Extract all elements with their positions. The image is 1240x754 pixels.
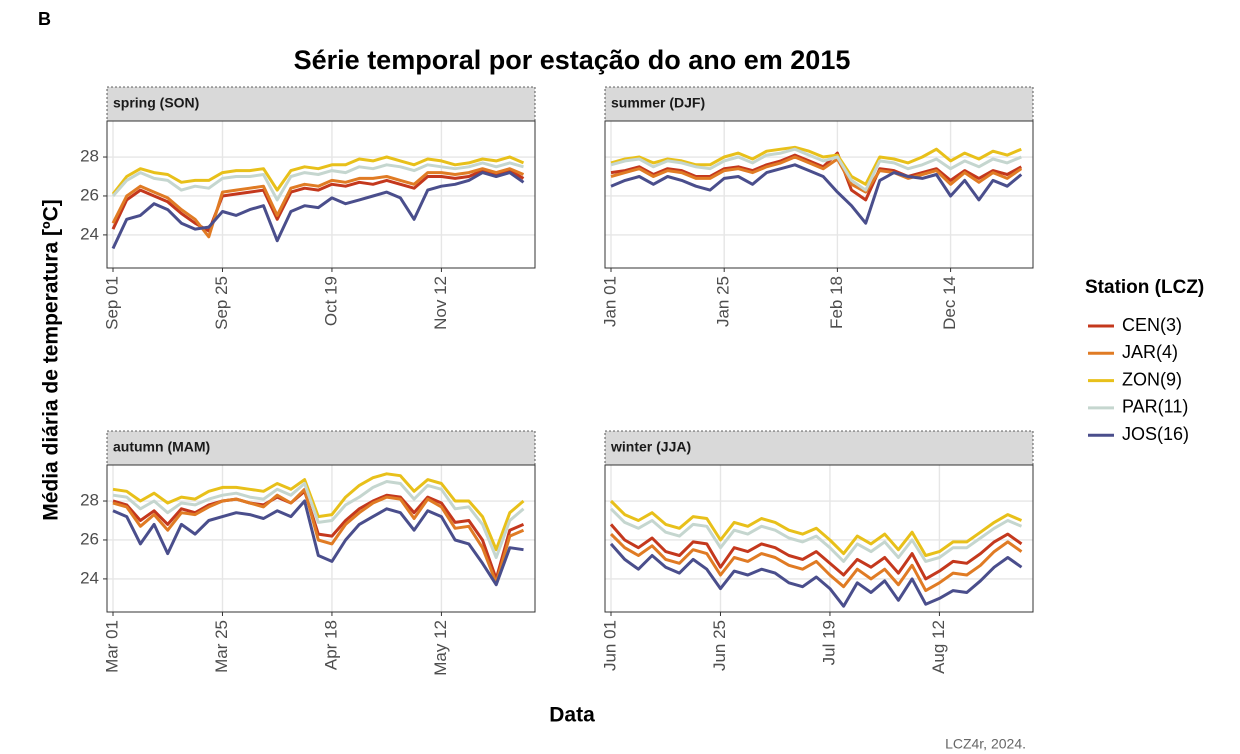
series-line <box>112 499 524 587</box>
x-tick-label: Aug 12 <box>929 620 948 674</box>
caption: LCZ4r, 2024. <box>945 736 1026 752</box>
x-tick-label: Jun 01 <box>600 620 619 671</box>
x-tick-label: Dec 14 <box>940 276 959 330</box>
series-line <box>111 167 525 239</box>
strip-label: spring (SON) <box>113 95 199 111</box>
legend-label: JAR(4) <box>1122 342 1178 362</box>
series-line <box>609 542 1023 608</box>
y-tick-label: 28 <box>80 147 99 166</box>
x-tick-label: Jul 19 <box>819 620 838 665</box>
y-tick-label: 24 <box>80 568 99 587</box>
strip-background <box>106 430 536 466</box>
series-line <box>111 155 525 195</box>
series-line <box>609 523 1023 581</box>
x-tick-label: Sep 01 <box>102 276 121 330</box>
chart-title: Série temporal por estação do ano em 201… <box>294 45 851 75</box>
plot-background <box>107 121 535 268</box>
series-line <box>610 163 1023 225</box>
x-tick-label: Sep 25 <box>212 276 231 330</box>
series-line <box>112 489 525 581</box>
y-tick-label: 28 <box>80 491 99 510</box>
series-line <box>609 507 1023 563</box>
x-tick-label: Mar 01 <box>102 620 121 673</box>
plot-border <box>106 464 536 613</box>
series-line <box>112 487 525 585</box>
x-tick-label: Oct 19 <box>321 276 340 326</box>
series-line <box>111 171 525 250</box>
series-line <box>610 155 1023 194</box>
x-tick-label: Nov 12 <box>431 276 450 330</box>
strip-label: autumn (MAM) <box>113 439 210 455</box>
legend-label: CEN(3) <box>1122 315 1182 335</box>
y-tick-label: 26 <box>80 529 99 548</box>
y-tick-label: 24 <box>80 224 99 243</box>
strip-label: summer (DJF) <box>611 95 705 111</box>
series-line <box>609 533 1023 593</box>
series-line <box>610 147 1022 192</box>
series-line <box>112 472 525 552</box>
x-tick-label: Apr 18 <box>321 620 340 670</box>
legend-label: PAR(11) <box>1122 397 1188 417</box>
series-line <box>610 145 1022 186</box>
x-tick-label: Mar 25 <box>212 620 231 673</box>
legend-label: JOS(16) <box>1122 424 1189 444</box>
plot-background <box>605 121 1033 268</box>
plot-border <box>604 120 1034 269</box>
legend-title: Station (LCZ) <box>1085 277 1204 298</box>
plot-background <box>107 465 535 612</box>
panel-tag: B <box>38 9 51 29</box>
strip-background <box>106 86 536 122</box>
plot-border <box>604 464 1034 613</box>
x-axis-label: Data <box>549 704 595 727</box>
y-tick-label: 26 <box>80 185 99 204</box>
strip-background <box>604 86 1034 122</box>
x-tick-label: Feb 18 <box>827 276 846 329</box>
strip-background <box>604 430 1034 466</box>
series-line <box>112 480 525 559</box>
y-axis-label: Média diária de temperatura [ºC] <box>40 199 63 521</box>
strip-label: winter (JJA) <box>610 439 691 455</box>
plot-border <box>106 120 536 269</box>
x-tick-label: Jan 25 <box>714 276 733 327</box>
series-line <box>111 161 524 202</box>
x-tick-label: Jun 25 <box>710 620 729 671</box>
x-tick-label: May 12 <box>431 620 450 676</box>
legend-label: ZON(9) <box>1122 369 1182 389</box>
series-line <box>111 169 525 233</box>
series-line <box>609 499 1023 557</box>
series-line <box>610 151 1023 202</box>
x-tick-label: Jan 01 <box>600 276 619 327</box>
